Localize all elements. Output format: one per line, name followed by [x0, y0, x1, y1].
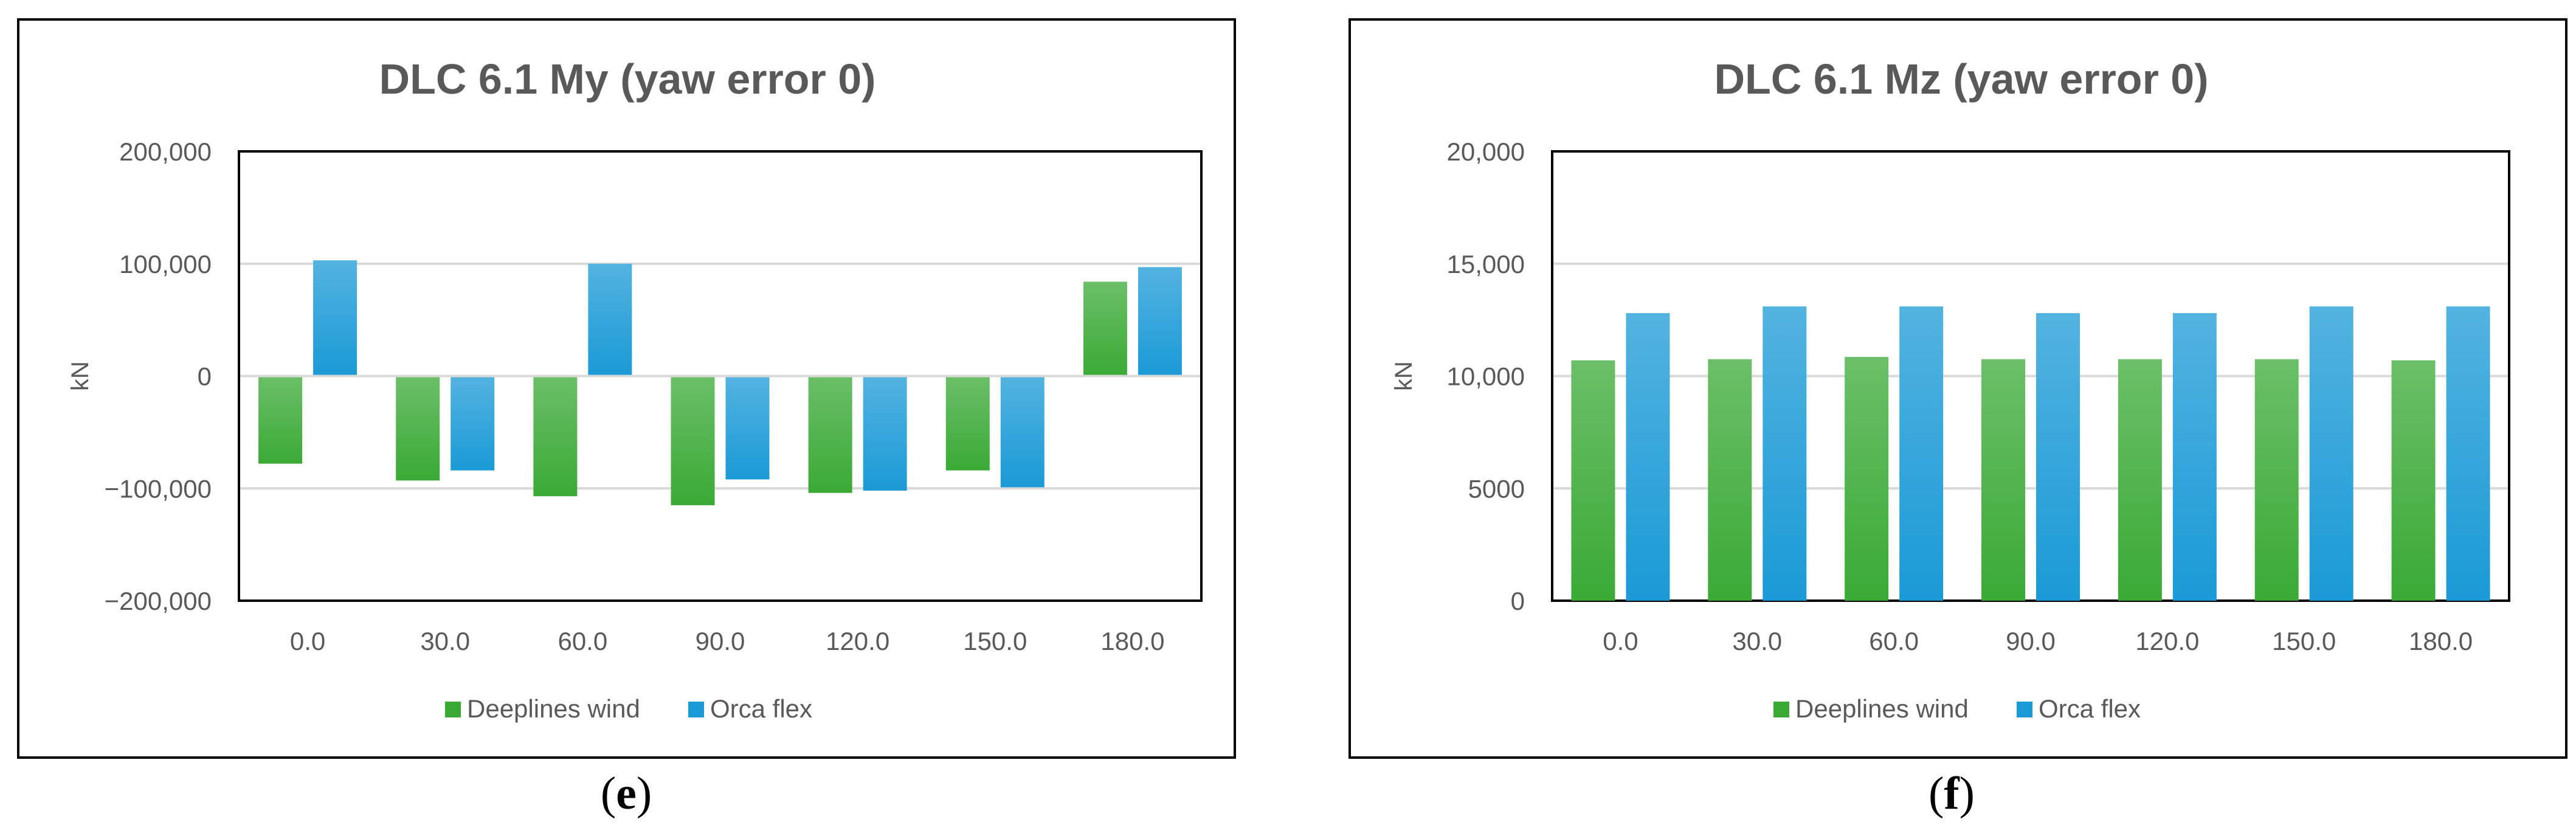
x-tick-label: 180.0 — [1100, 627, 1164, 655]
bar-deeplines-wind — [2254, 359, 2299, 601]
y-axis-label: kN — [67, 361, 94, 391]
bar-deeplines-wind — [1571, 360, 1615, 601]
x-tick-label: 30.0 — [1732, 627, 1782, 655]
legend-swatch — [1773, 702, 1789, 717]
bar-orca-flex — [1899, 306, 1944, 601]
legend-label: Deeplines wind — [467, 694, 640, 723]
bar-orca-flex — [1138, 267, 1182, 376]
bar-orca-flex — [588, 263, 632, 376]
legend-label: Orca flex — [2039, 694, 2141, 723]
chart-panel-f: DLC 6.1 Mz (yaw error 0) 20,000 15,000 10,0… — [1348, 18, 2567, 759]
bar-deeplines-wind — [945, 376, 990, 471]
y-tick-label: −100,000 — [105, 474, 212, 503]
x-tick-label: 90.0 — [2006, 627, 2056, 655]
y-tick-label: 10,000 — [1447, 362, 1525, 391]
bar-deeplines-wind — [1708, 359, 1752, 601]
bar-deeplines-wind — [533, 376, 578, 497]
legend-label: Deeplines wind — [1795, 694, 1969, 723]
bar-deeplines-wind — [258, 376, 303, 464]
bar-deeplines-wind — [396, 376, 440, 481]
x-tick-label: 90.0 — [696, 627, 745, 655]
x-tick-label: 60.0 — [558, 627, 607, 655]
x-tick-label: 150.0 — [2272, 627, 2336, 655]
bar-deeplines-wind — [2118, 359, 2162, 601]
bar-orca-flex — [1000, 376, 1045, 488]
legend-label: Orca flex — [710, 694, 812, 723]
caption-f-letter: f — [1944, 768, 1960, 819]
bar-deeplines-wind — [2391, 360, 2436, 601]
chart-title: DLC 6.1 Mz (yaw error 0) — [1714, 55, 2209, 103]
x-tick-label: 120.0 — [826, 627, 889, 655]
x-tick-label: 120.0 — [2135, 627, 2199, 655]
x-tick-label: 30.0 — [420, 627, 470, 655]
bar-orca-flex — [2309, 306, 2353, 601]
x-tick-label: 0.0 — [290, 627, 325, 655]
x-tick-label: 0.0 — [1603, 627, 1638, 655]
x-tick-label: 60.0 — [1869, 627, 1919, 655]
bar-orca-flex — [863, 376, 907, 491]
legend-swatch — [445, 702, 461, 717]
chart-panel-e: DLC 6.1 My (yaw error 0) 200,000 100,000 0 −… — [17, 18, 1236, 759]
bar-orca-flex — [2446, 306, 2490, 601]
bar-orca-flex — [2172, 313, 2217, 601]
legend-swatch — [688, 702, 704, 717]
y-tick-label: 200,000 — [119, 137, 212, 166]
y-tick-label: 20,000 — [1447, 137, 1525, 166]
bar-deeplines-wind — [1083, 282, 1127, 376]
bar-orca-flex — [313, 260, 357, 376]
y-tick-label: 15,000 — [1447, 250, 1525, 278]
bar-orca-flex — [1763, 306, 1807, 601]
caption-f: (f) — [1929, 768, 1975, 819]
y-tick-label: 100,000 — [119, 250, 212, 278]
bar-orca-flex — [1626, 313, 1670, 601]
caption-e-letter: e — [616, 768, 637, 819]
chart-e: DLC 6.1 My (yaw error 0) 200,000 100,000 0 −… — [67, 55, 1203, 723]
x-tick-label: 150.0 — [963, 627, 1027, 655]
x-tick-label: 180.0 — [2409, 627, 2473, 655]
y-tick-label: −200,000 — [105, 587, 212, 615]
bar-orca-flex — [725, 376, 770, 480]
bar-deeplines-wind — [1845, 357, 1889, 601]
bar-deeplines-wind — [1981, 359, 2025, 601]
chart-f: DLC 6.1 Mz (yaw error 0) 20,000 15,000 10,0… — [1390, 55, 2510, 723]
y-tick-label: 5000 — [1468, 474, 1525, 503]
y-tick-label: 0 — [198, 362, 212, 391]
y-tick-label: 0 — [1511, 587, 1525, 615]
bar-orca-flex — [451, 376, 495, 471]
bar-deeplines-wind — [808, 376, 852, 493]
chart-title: DLC 6.1 My (yaw error 0) — [379, 55, 876, 103]
bar-deeplines-wind — [671, 376, 715, 505]
y-axis-label: kN — [1390, 361, 1417, 391]
legend-swatch — [2017, 702, 2032, 717]
caption-e: (e) — [600, 768, 652, 819]
bar-orca-flex — [2036, 313, 2080, 601]
